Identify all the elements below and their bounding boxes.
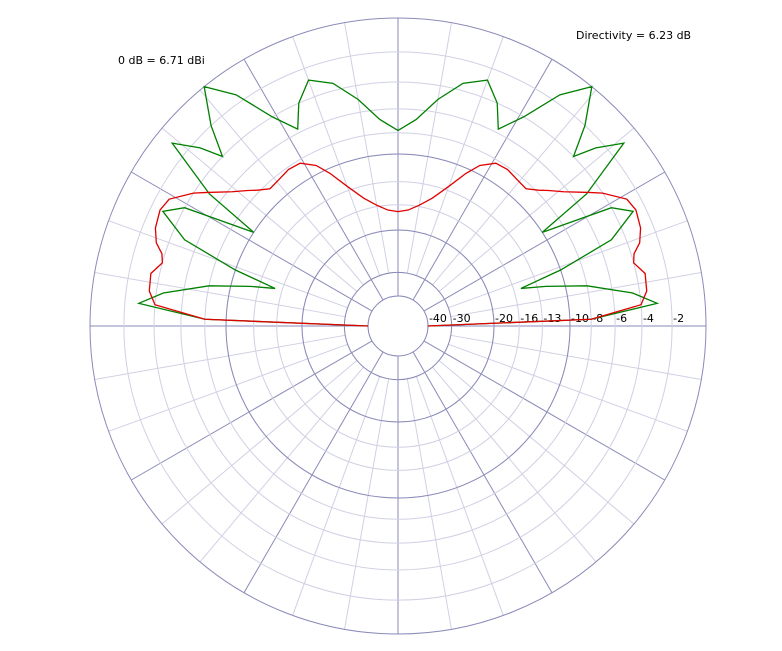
grid-circle-major [367,295,429,357]
r-tick-label: -13 [543,312,561,325]
r-tick-label: -16 [520,312,538,325]
r-tick-label: -6 [616,312,627,325]
annotation: 0 dB = 6.71 dBi [118,54,205,67]
r-tick-label: -40 [429,312,447,325]
spoke-major [423,340,665,481]
grid-circle [276,204,520,448]
spoke-major [243,59,384,301]
r-tick-label: -8 [592,312,603,325]
r-tick-label: -4 [643,312,654,325]
pattern-line [136,79,660,327]
r-tick-label: -10 [571,312,589,325]
grid-circle-major [89,17,707,635]
spoke-minor [432,89,597,286]
spoke-major [412,351,553,593]
grid-circle [180,108,616,544]
annotation: Directivity = 6.23 dB [576,29,691,42]
spoke-minor [199,366,364,563]
spoke-minor [161,360,358,525]
r-tick-label: -2 [673,312,684,325]
pattern-line [148,162,648,327]
spoke-minor [438,360,635,525]
grid-circle-major [343,271,453,381]
grid [89,17,707,635]
r-tick-label: -30 [453,312,471,325]
spoke-major [412,59,553,301]
spoke-major [243,351,384,593]
grid-circle-major [301,229,495,423]
grid-circle [123,51,673,601]
spoke-major [423,171,665,312]
spoke-major [131,340,373,481]
r-tick-label: -20 [495,312,513,325]
spoke-minor [432,366,597,563]
grid-circle-major [225,153,571,499]
grid-circle [204,132,592,520]
spoke-major [131,171,373,312]
spoke-minor [199,89,364,286]
grid-circle [153,81,643,571]
grid-circle [253,181,543,471]
